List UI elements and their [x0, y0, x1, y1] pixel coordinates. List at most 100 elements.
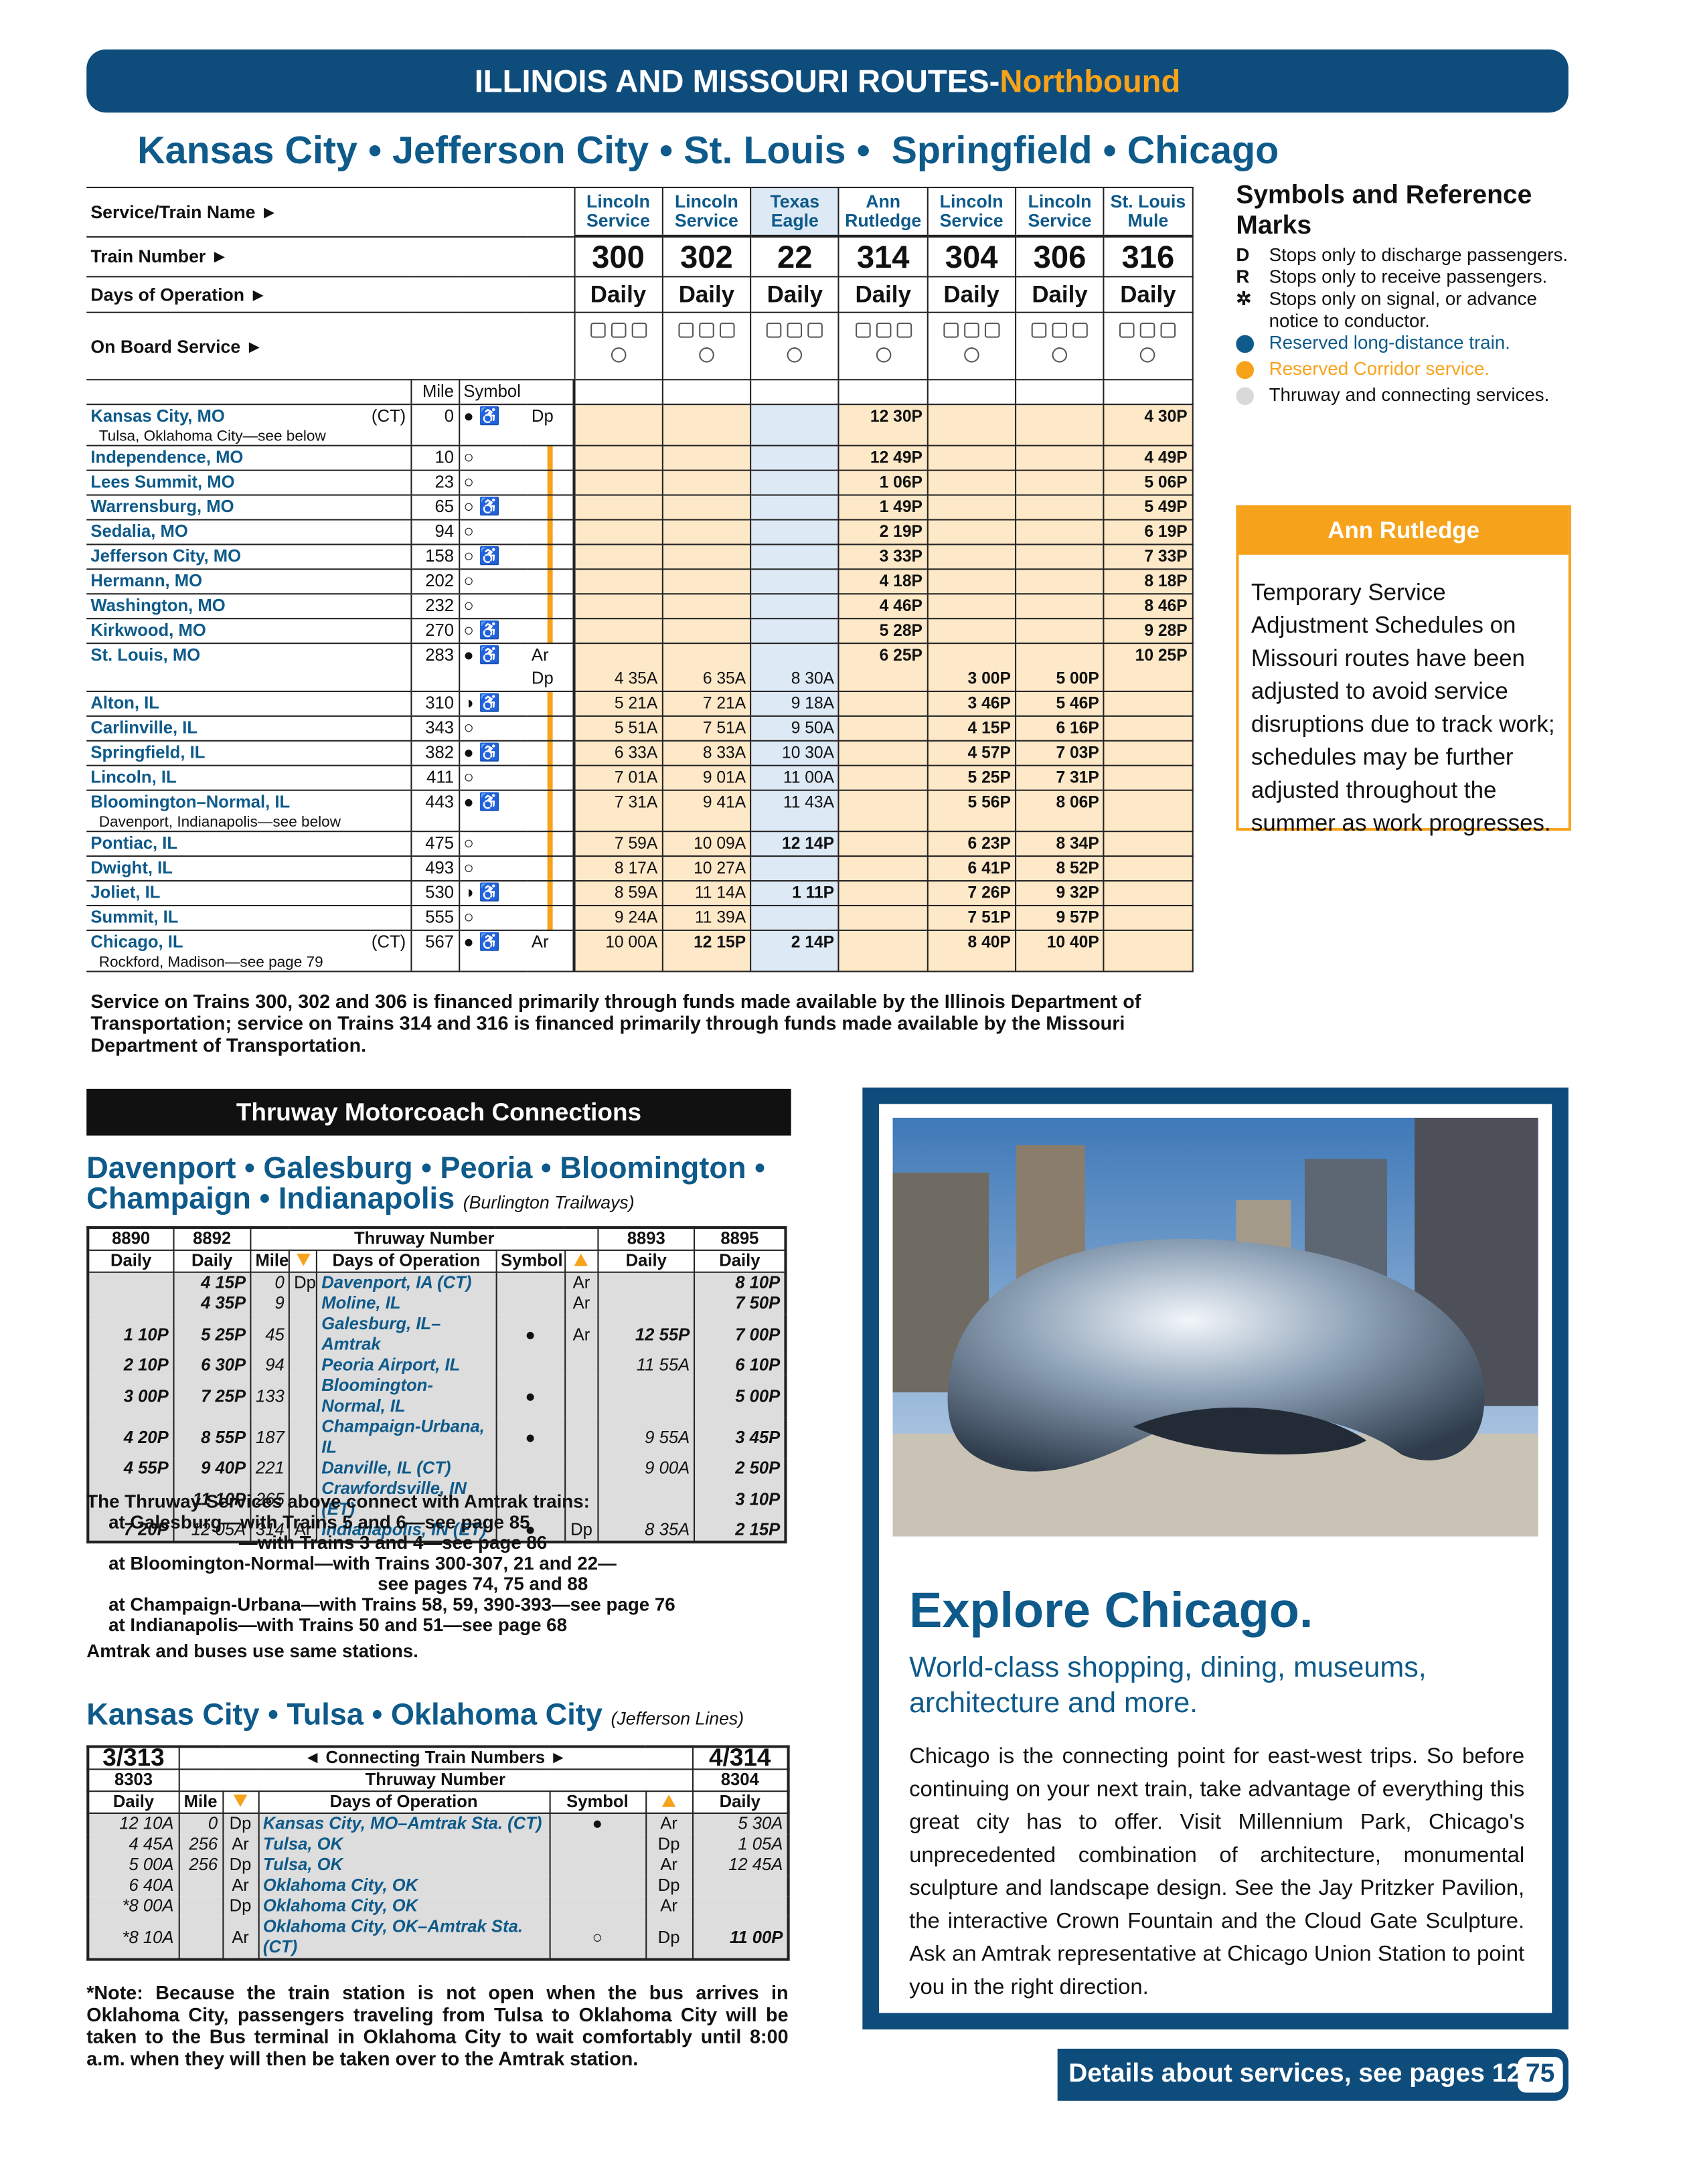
operator: (Jefferson Lines)	[611, 1708, 744, 1729]
time: 8 06P	[1056, 792, 1099, 812]
time	[1020, 570, 1099, 593]
symbol: ○	[458, 831, 528, 857]
time-cell: 7 51P	[927, 904, 1017, 931]
time-cell	[573, 593, 663, 620]
time-cell: 7 26P	[927, 880, 1017, 906]
cell	[495, 1272, 566, 1294]
symbol: ○	[458, 519, 528, 545]
time-cell: 3 00P	[927, 643, 1017, 692]
onboard-icons	[1015, 311, 1105, 381]
train-number: 8893	[597, 1227, 696, 1251]
station: Danville, IL (CT)	[316, 1458, 497, 1479]
daily: Daily	[87, 1249, 174, 1273]
cell: 4 20P	[87, 1417, 174, 1458]
arrival-departure: Dp	[527, 404, 576, 446]
time-cell	[838, 740, 929, 766]
station-cell: Jefferson City, MO	[86, 543, 411, 570]
service-icon	[611, 347, 626, 363]
time	[580, 570, 658, 593]
time-cell	[661, 469, 752, 496]
time	[844, 832, 923, 855]
time: 8 52P	[1056, 858, 1099, 877]
service-icon	[1119, 323, 1135, 338]
cell: Dp	[645, 1834, 693, 1855]
ardp-label: Ar	[531, 932, 549, 952]
train-days: Daily	[661, 276, 752, 313]
time	[932, 619, 1011, 643]
cell	[177, 1875, 224, 1897]
arrival-departure	[527, 469, 576, 496]
time: 5 49P	[1144, 497, 1188, 517]
symbol-text: Reserved long-distance train.	[1269, 332, 1510, 353]
cell: 0	[177, 1813, 224, 1835]
cell: 2 15P	[694, 1520, 787, 1542]
cell: Dp	[645, 1875, 693, 1897]
tulsa-row: *8 00A Dp Oklahoma City, OK Ar	[87, 1896, 789, 1917]
time	[1020, 471, 1099, 495]
service-icon	[1052, 323, 1068, 338]
train-days: Daily	[1103, 276, 1193, 313]
station-row: Independence, MO 10 ○ 12 49P 4 49P	[86, 444, 1193, 471]
thruway-number: Thruway Number	[177, 1768, 693, 1792]
up-arrow	[661, 1794, 676, 1807]
days: Days of Operation	[316, 1249, 497, 1273]
station-cell: Springfield, IL	[86, 740, 411, 766]
time	[580, 545, 658, 568]
train-number: 304	[927, 234, 1017, 278]
station-note: Tulsa, Oklahoma City—see below	[98, 428, 326, 445]
symbol: ○	[458, 715, 528, 742]
time-cell: 8 40P	[927, 929, 1017, 973]
station: Tulsa, OK	[257, 1834, 550, 1855]
station-name: Kirkwood, MO	[90, 620, 206, 640]
blank	[573, 379, 663, 406]
tulsa-row: *8 10A Ar Oklahoma City, OK–Amtrak Sta.(CT…	[87, 1916, 789, 1960]
symbol: Symbol	[548, 1790, 647, 1815]
cell: 2 10P	[87, 1355, 174, 1376]
cell: 12 55P	[597, 1314, 696, 1355]
train-number: 300	[573, 234, 663, 278]
cell	[288, 1375, 318, 1418]
time: 9 28P	[1144, 620, 1188, 640]
cell	[564, 1479, 599, 1521]
time-cell	[573, 519, 663, 545]
station-row: Joliet, IL 530 ◑ ♿ 8 59A 11 14A 1 11P 7 26P 9 …	[86, 880, 1193, 906]
service-icon	[984, 323, 1000, 338]
station-cell: Independence, MO	[86, 444, 411, 471]
time	[1109, 742, 1188, 765]
time-cell: 8 46P	[1103, 593, 1193, 620]
time-cell: 8 34P	[1015, 831, 1105, 857]
symbol: ○	[458, 593, 528, 620]
station-name: Chicago, IL	[90, 932, 183, 952]
time	[756, 545, 835, 568]
service-icon	[590, 323, 605, 338]
service-icon	[875, 323, 891, 338]
station-row: Springfield, IL 382 ● ♿ 6 33A 8 33A 10 30A 4 …	[86, 740, 1193, 766]
cell: 133	[250, 1375, 290, 1418]
time-cell	[661, 543, 752, 570]
time: 12 30P	[870, 406, 923, 426]
time-cell: 12 14P	[750, 831, 840, 857]
symbol: ◑ ♿	[458, 690, 528, 717]
onboard-icons	[927, 311, 1017, 381]
cell: 7 50P	[694, 1293, 787, 1315]
station-cell: Sedalia, MO	[86, 519, 411, 545]
time: 3 00P	[967, 669, 1011, 688]
arrival-departure	[527, 764, 576, 791]
time-cell	[750, 469, 840, 496]
time	[756, 906, 835, 930]
train-number: 306	[1015, 234, 1105, 278]
time-cell	[573, 543, 663, 570]
cell: 5 30A	[691, 1813, 789, 1835]
up-arrow	[574, 1254, 588, 1266]
time-zone: (CT)	[371, 406, 406, 426]
time-cell: 6 19P	[1103, 519, 1193, 545]
time-cell: 2 14P	[750, 929, 840, 973]
daily: Daily	[691, 1790, 789, 1815]
station: Peoria Airport, IL	[316, 1355, 497, 1376]
time	[1109, 931, 1188, 954]
direction	[222, 1790, 259, 1815]
time-cell: 7 59A	[573, 831, 663, 857]
mile: 310	[410, 690, 459, 717]
train-number: 8895	[694, 1227, 787, 1251]
symbol-key	[1236, 384, 1269, 410]
